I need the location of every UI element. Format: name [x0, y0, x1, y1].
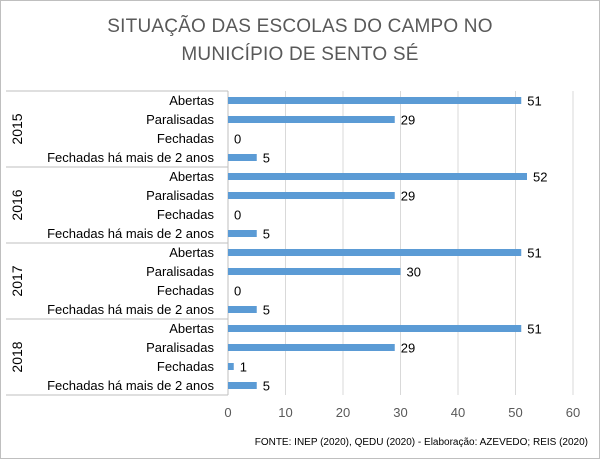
- x-tick-label-10: 10: [278, 405, 292, 420]
- x-tick-label-0: 0: [224, 405, 231, 420]
- value-label-2015-1: 29: [401, 113, 415, 128]
- category-label: Fechadas: [157, 131, 215, 146]
- bar-2018-1: [228, 344, 395, 351]
- year-label-2016: 2016: [9, 189, 25, 220]
- category-label: Fechadas: [157, 207, 215, 222]
- category-label: Fechadas há mais de 2 anos: [47, 150, 214, 165]
- bar-2018-0: [228, 325, 522, 332]
- value-label-2016-2: 0: [234, 208, 241, 223]
- source-note: FONTE: INEP (2020), QEDU (2020) - Elabor…: [254, 437, 588, 448]
- value-label-2017-3: 5: [263, 303, 270, 318]
- x-tick-label-60: 60: [566, 405, 580, 420]
- value-label-2015-3: 5: [263, 151, 270, 166]
- x-tick-label-30: 30: [393, 405, 407, 420]
- bar-2016-1: [228, 192, 395, 199]
- x-tick-label-50: 50: [508, 405, 522, 420]
- year-label-2018: 2018: [9, 341, 25, 372]
- value-label-2018-1: 29: [401, 341, 415, 356]
- bar-2017-3: [228, 306, 257, 313]
- bar-2017-0: [228, 249, 522, 256]
- bar-2015-1: [228, 116, 395, 123]
- category-label: Paralisadas: [146, 340, 214, 355]
- bar-2016-3: [228, 230, 257, 237]
- bar-2018-3: [228, 382, 257, 389]
- category-label: Fechadas: [157, 359, 215, 374]
- x-tick-label-20: 20: [336, 405, 350, 420]
- category-label: Abertas: [169, 169, 214, 184]
- category-label: Paralisadas: [146, 112, 214, 127]
- category-label: Paralisadas: [146, 188, 214, 203]
- value-label-2015-2: 0: [234, 132, 241, 147]
- category-label: Fechadas há mais de 2 anos: [47, 302, 214, 317]
- category-label: Fechadas há mais de 2 anos: [47, 378, 214, 393]
- value-label-2017-1: 30: [407, 265, 421, 280]
- bar-2018-2: [228, 363, 234, 370]
- value-label-2018-2: 1: [240, 360, 247, 375]
- category-label: Abertas: [169, 321, 214, 336]
- year-label-2015: 2015: [9, 113, 25, 144]
- category-label: Fechadas há mais de 2 anos: [47, 226, 214, 241]
- value-label-2016-0: 52: [533, 170, 547, 185]
- value-label-2015-0: 51: [527, 94, 541, 109]
- bar-2017-1: [228, 268, 401, 275]
- category-label: Paralisadas: [146, 264, 214, 279]
- value-label-2018-3: 5: [263, 379, 270, 394]
- bar-2016-0: [228, 173, 527, 180]
- chart-title-line-1: SITUAÇÃO DAS ESCOLAS DO CAMPO NO: [107, 16, 493, 37]
- value-label-2016-3: 5: [263, 227, 270, 242]
- year-label-2017: 2017: [9, 265, 25, 296]
- chart-title-line-2: MUNICÍPIO DE SENTO SÉ: [181, 44, 419, 65]
- bar-2015-3: [228, 154, 257, 161]
- value-label-2018-0: 51: [527, 322, 541, 337]
- category-label: Fechadas: [157, 283, 215, 298]
- category-label: Abertas: [169, 93, 214, 108]
- value-label-2017-2: 0: [234, 284, 241, 299]
- value-label-2016-1: 29: [401, 189, 415, 204]
- x-tick-label-40: 40: [451, 405, 465, 420]
- bar-2015-0: [228, 97, 522, 104]
- value-label-2017-0: 51: [527, 246, 541, 261]
- category-label: Abertas: [169, 245, 214, 260]
